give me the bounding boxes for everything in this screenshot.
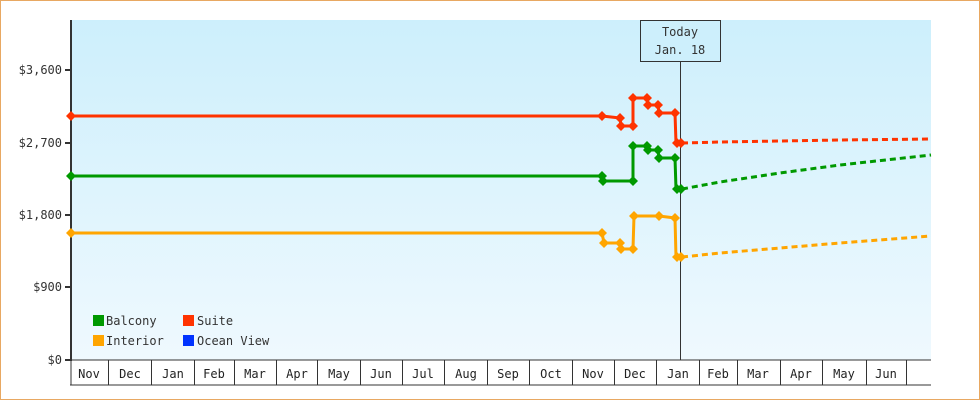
legend-label: Ocean View [197,334,270,348]
legend-item-suite[interactable]: Suite [183,314,233,328]
x-tick-label: Feb [707,367,729,381]
ocean-view-swatch-icon [183,335,194,346]
x-tick-label: Nov [582,367,604,381]
legend-item-ocean-view[interactable]: Ocean View [183,334,270,348]
interior-swatch-icon [93,335,104,346]
legend-label: Interior [106,334,164,348]
series-suite [66,93,932,148]
x-tick-label: Feb [203,367,225,381]
legend-label: Balcony [106,314,157,328]
y-ticks: $0 $900 $1,800 $2,700 $3,600 [19,63,71,367]
x-tick-label: Apr [790,367,812,381]
x-tick-label: Mar [747,367,769,381]
x-tick-label: May [328,367,350,381]
x-tick-label: Oct [540,367,562,381]
y-tick-label: $900 [33,280,62,294]
x-axis-months: Nov Dec Jan Feb Mar Apr May Jun Jul Aug … [70,360,931,386]
today-date: Jan. 18 [655,43,706,57]
series-balcony [66,141,932,194]
today-marker: Today Jan. 18 [640,20,721,360]
x-tick-label: Jan [162,367,184,381]
series-interior [66,211,932,262]
y-tick-label: $2,700 [19,136,62,150]
legend-item-interior[interactable]: Interior [93,334,164,348]
x-tick-label: Sep [497,367,519,381]
balcony-swatch-icon [93,315,104,326]
legend-item-balcony[interactable]: Balcony [93,314,157,328]
x-tick-label: Aug [455,367,477,381]
suite-swatch-icon [183,315,194,326]
x-tick-label: Jan [667,367,689,381]
x-tick-label: May [833,367,855,381]
legend-label: Suite [197,314,233,328]
x-tick-label: Jun [370,367,392,381]
x-tick-label: Mar [244,367,266,381]
y-tick-label: $0 [48,353,62,367]
x-tick-label: Jun [875,367,897,381]
x-tick-label: Jul [412,367,434,381]
plot-area [71,20,931,360]
today-label: Today [662,25,698,39]
x-tick-label: Apr [286,367,308,381]
legend: Balcony Suite Interior Ocean View [93,314,270,348]
x-tick-label: Nov [78,367,100,381]
x-tick-label: Dec [119,367,141,381]
y-tick-label: $1,800 [19,208,62,222]
x-tick-label: Dec [624,367,646,381]
y-tick-label: $3,600 [19,63,62,77]
